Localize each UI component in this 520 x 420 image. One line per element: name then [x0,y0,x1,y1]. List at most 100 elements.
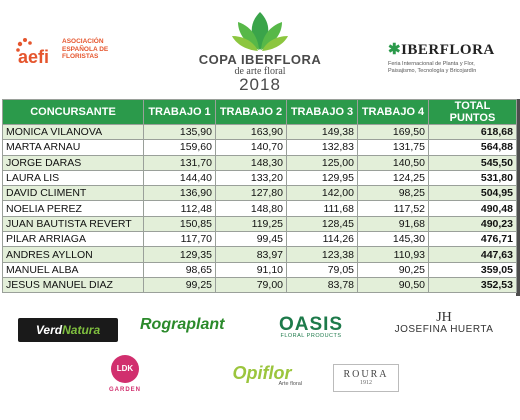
header-trabajo-2: TRABAJO 2 [215,99,287,125]
contestant-name-cell: PILAR ARRIAGA [2,231,144,248]
table-row: PILAR ARRIAGA 117,70 99,45 114,26 145,30 476,… [2,231,517,248]
score-cell: 91,10 [215,261,287,278]
score-cell: 149,38 [286,123,358,141]
total-points-cell: 490,23 [428,215,517,233]
table-shadow [516,99,520,296]
score-cell: 128,45 [286,215,358,233]
aefi-logo-mark: aefi [14,34,60,67]
header-trabajo-1: TRABAJO 1 [143,99,216,125]
score-cell: 110,93 [357,246,429,263]
score-cell: 129,35 [143,246,216,263]
score-cell: 140,70 [215,139,287,156]
score-cell: 131,75 [357,139,429,156]
contestant-name-cell: DAVID CLIMENT [2,185,144,202]
contestant-name-cell: LAURA LIS [2,169,144,187]
score-cell: 169,50 [357,123,429,141]
score-cell: 129,95 [286,169,358,187]
iberflora-title: IBERFLORA [401,42,495,58]
score-cell: 135,90 [143,123,216,141]
score-cell: 112,48 [143,200,216,217]
score-cell: 99,45 [215,231,287,248]
table-header-row: CONCURSANTE TRABAJO 1 TRABAJO 2 TRABAJO … [2,99,517,125]
score-cell: 131,70 [143,154,216,171]
score-cell: 117,70 [143,231,216,248]
ldk-garden-logo: LDK GARDEN [100,355,150,393]
copa-year: 2018 [239,75,281,94]
contestant-name-cell: MARTA ARNAU [2,139,144,156]
score-cell: 90,50 [357,276,429,294]
total-points-cell: 531,80 [428,169,517,187]
contestant-name-cell: MONICA VILANOVA [2,123,144,141]
josefina-huerta-logo: JH JOSEFINA HUERTA [384,310,504,335]
table-row: MANUEL ALBA 98,65 91,10 79,05 90,25 359,05 [2,261,517,278]
iberflora-logo: ✱IBERFLORA Feria Internacional de Planta… [388,40,508,74]
total-points-cell: 352,53 [428,276,517,294]
score-cell: 140,50 [357,154,429,171]
header-concursante: CONCURSANTE [2,99,144,125]
score-cell: 79,00 [215,276,287,294]
table-row: DAVID CLIMENT 136,90 127,80 142,00 98,25 504,… [2,185,517,202]
total-points-cell: 359,05 [428,261,517,278]
score-cell: 163,90 [215,123,287,141]
verdnatura-logo: VerdNatura [18,318,118,342]
contestant-name-cell: NOELIA PEREZ [2,200,144,217]
score-cell: 136,90 [143,185,216,202]
asterisk-icon: ✱ [388,42,402,58]
table-row: JORGE DARAS 131,70 148,30 125,00 140,50 545,5… [2,154,517,171]
score-cell: 79,05 [286,261,358,278]
total-points-cell: 447,63 [428,246,517,263]
header-trabajo-4: TRABAJO 4 [357,99,429,125]
iberflora-subtitle: Feria Internacional de Planta y Flor, Pa… [388,61,477,74]
total-points-cell: 618,68 [428,123,517,141]
contestant-name-cell: MANUEL ALBA [2,261,144,278]
score-cell: 99,25 [143,276,216,294]
rograplant-logo: Rograplant [140,316,225,333]
table-row: JESUS MANUEL DIAZ 99,25 79,00 83,78 90,50 352… [2,276,517,294]
score-cell: 144,40 [143,169,216,187]
score-cell: 159,60 [143,139,216,156]
score-cell: 127,80 [215,185,287,202]
total-points-cell: 476,71 [428,231,517,248]
header-trabajo-3: TRABAJO 3 [286,99,358,125]
copa-title: COPA IBERFLORA [198,52,322,67]
total-points-cell: 504,95 [428,185,517,202]
contestant-name-cell: JORGE DARAS [2,154,144,171]
copa-iberflora-logo: COPA IBERFLORA de arte floral 2018 [190,8,330,95]
score-cell: 124,25 [357,169,429,187]
table-row: JUAN BAUTISTA REVERT 150,85 119,25 128,45 91… [2,215,517,233]
aefi-subtitle: ASOCIACIÓN ESPAÑOLA DE FLORISTAS [62,38,109,60]
table-row: ANDRES AYLLON 129,35 83,97 123,38 110,93 447,… [2,246,517,263]
oasis-logo: OASIS FLORAL PRODUCTS [278,314,344,339]
total-points-cell: 545,50 [428,154,517,171]
score-cell: 114,26 [286,231,358,248]
table-row: MONICA VILANOVA 135,90 163,90 149,38 169,50 6… [2,123,517,141]
score-cell: 98,25 [357,185,429,202]
contestant-name-cell: ANDRES AYLLON [2,246,144,263]
contestant-name-cell: JESUS MANUEL DIAZ [2,276,144,294]
score-cell: 142,00 [286,185,358,202]
flower-icon [232,12,288,51]
score-cell: 133,20 [215,169,287,187]
total-points-cell: 564,88 [428,139,517,156]
score-cell: 83,78 [286,276,358,294]
score-cell: 132,83 [286,139,358,156]
score-cell: 148,30 [215,154,287,171]
contestant-name-cell: JUAN BAUTISTA REVERT [2,215,144,233]
copa-subtitle: de arte floral [234,66,286,77]
score-cell: 117,52 [357,200,429,217]
roura-logo: ROURA 1912 [333,364,399,392]
score-cell: 90,25 [357,261,429,278]
score-cell: 150,85 [143,215,216,233]
opiflor-logo: Opiflor Arte floral [232,363,303,387]
score-cell: 148,80 [215,200,287,217]
score-cell: 111,68 [286,200,358,217]
table-row: LAURA LIS 144,40 133,20 129,95 124,25 531,80 [2,169,517,187]
score-cell: 123,38 [286,246,358,263]
jh-monogram: JH [436,310,452,325]
header-total-puntos: TOTAL PUNTOS [428,99,517,125]
aefi-wordmark: aefi [18,47,49,66]
total-points-cell: 490,48 [428,200,517,217]
score-cell: 145,30 [357,231,429,248]
results-table: CONCURSANTE TRABAJO 1 TRABAJO 2 TRABAJO … [2,99,517,294]
table-row: MARTA ARNAU 159,60 140,70 132,83 131,75 564,8… [2,139,517,156]
